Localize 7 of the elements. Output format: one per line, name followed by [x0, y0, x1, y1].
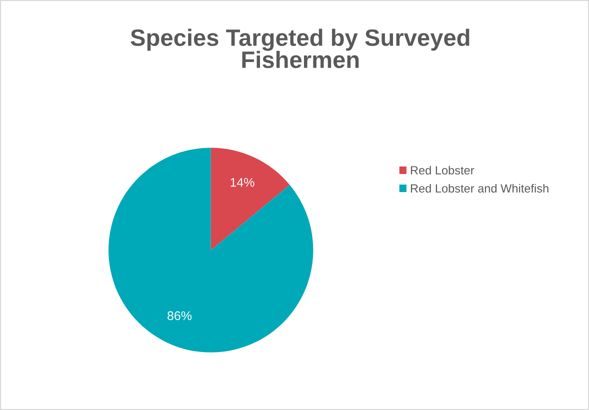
pie-slice — [210, 148, 290, 250]
data-label: 14% — [230, 178, 254, 187]
chart-title: Species Targeted by Surveyed Fishermen — [130, 28, 470, 68]
legend-label: Red Lobster and Whitefish — [410, 184, 548, 193]
data-label: 86% — [168, 311, 192, 320]
pie-slice — [108, 148, 314, 352]
legend-label: Red Lobster — [410, 166, 474, 175]
